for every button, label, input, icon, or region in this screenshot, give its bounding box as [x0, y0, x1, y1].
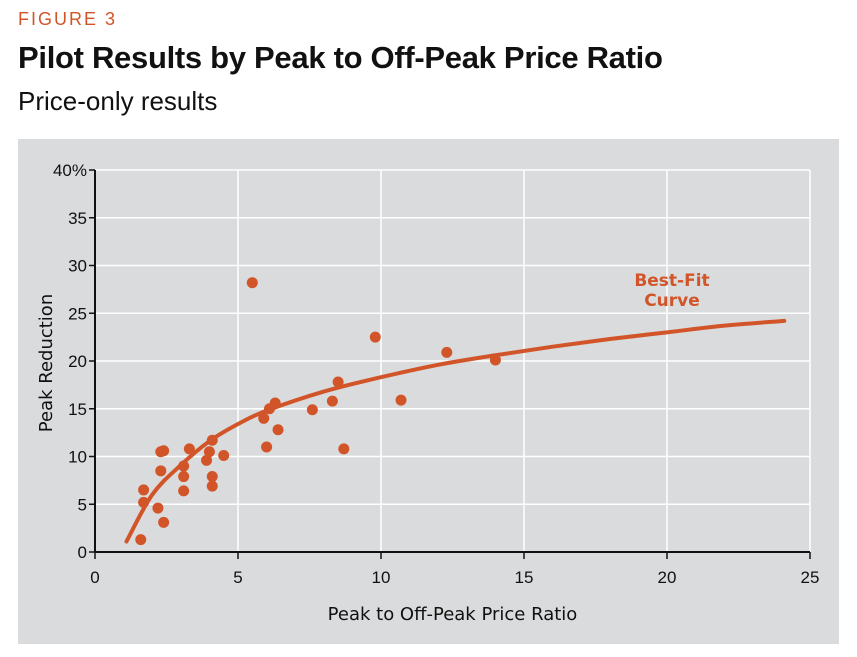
data-point [206, 471, 218, 483]
y-tick-label: 5 [78, 495, 87, 514]
x-tick-label: 25 [801, 568, 820, 587]
data-point [178, 460, 190, 472]
chart-panel [18, 139, 839, 644]
best-fit-label-line: Best-Fit [634, 271, 709, 291]
y-tick-label: 20 [68, 352, 87, 371]
data-point [395, 394, 407, 406]
x-tick-label: 5 [233, 568, 242, 587]
data-point [135, 534, 147, 546]
y-tick-label: 15 [68, 400, 87, 419]
data-point [183, 443, 195, 455]
data-point [206, 434, 218, 446]
data-point [326, 395, 338, 407]
gridlines [95, 169, 811, 552]
x-tick-label: 0 [90, 568, 99, 587]
data-point [261, 441, 273, 453]
data-point [203, 446, 215, 458]
y-tick-label: 0 [78, 543, 87, 562]
data-point [206, 480, 218, 492]
best-fit-label-line: Curve [644, 291, 700, 311]
x-axis-ticks: 0 5 10 15 20 25 [90, 552, 819, 587]
data-point [158, 516, 170, 528]
data-point [369, 331, 381, 343]
y-tick-label: 35 [68, 209, 87, 228]
data-point [138, 484, 150, 496]
data-point [441, 346, 453, 358]
best-fit-label: Best-Fit Curve [634, 271, 709, 311]
data-point [338, 443, 350, 455]
chart-title: Pilot Results by Peak to Off-Peak Price … [18, 40, 663, 75]
data-point [332, 376, 344, 388]
data-point [489, 354, 501, 366]
x-axis-title: Peak to Off-Peak Price Ratio [328, 604, 578, 625]
data-point [178, 471, 190, 483]
data-point [201, 454, 213, 466]
x-tick-label: 10 [372, 568, 391, 587]
data-points [135, 277, 501, 546]
y-axis-ticks: 0 5 10 15 20 25 30 35 40% [53, 161, 95, 562]
x-tick-label: 20 [658, 568, 677, 587]
data-point [155, 465, 167, 477]
data-point [152, 502, 164, 514]
x-tick-label: 15 [515, 568, 534, 587]
data-point [272, 424, 284, 436]
best-fit-curve [124, 318, 787, 544]
y-axis-title: Peak Reduction [36, 294, 57, 432]
y-tick-label: 10 [68, 448, 87, 467]
data-point [269, 397, 281, 409]
data-point [306, 404, 318, 416]
y-tick-label: 25 [68, 304, 87, 323]
data-point [178, 485, 190, 497]
data-point [138, 496, 150, 508]
y-tick-label: 40% [53, 161, 87, 180]
data-point [258, 412, 270, 424]
data-point [246, 277, 258, 289]
chart-subtitle: Price-only results [18, 86, 218, 116]
data-point [218, 450, 230, 462]
y-tick-label: 30 [68, 257, 87, 276]
figure-label: FIGURE 3 [18, 9, 118, 29]
data-point [158, 445, 170, 457]
